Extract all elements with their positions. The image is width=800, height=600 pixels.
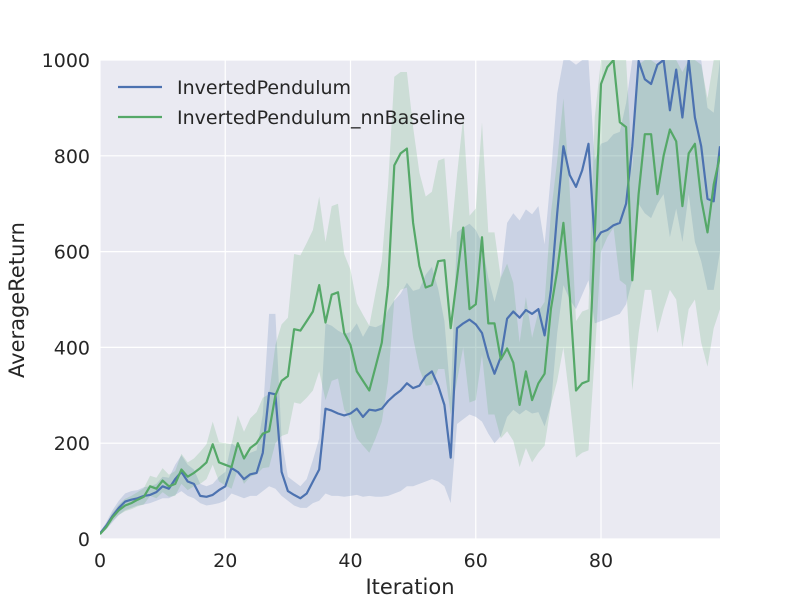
y-tick-labels: 0 200 400 600 800 1000 <box>42 50 90 551</box>
legend-label-invertedpendulum: InvertedPendulum <box>177 77 351 99</box>
x-tick-label: 60 <box>464 550 488 572</box>
y-tick-label: 600 <box>54 242 90 264</box>
y-tick-label: 1000 <box>42 50 90 72</box>
y-tick-label: 200 <box>54 433 90 455</box>
x-tick-labels: 0 20 40 60 80 <box>94 550 613 572</box>
plot-background <box>100 60 720 539</box>
y-axis-label: AverageReturn <box>5 222 29 378</box>
legend-label-invertedpendulum-nnbaseline: InvertedPendulum_nnBaseline <box>177 107 465 129</box>
series-line-invertedpendulum <box>100 60 720 534</box>
y-tick-label: 0 <box>78 529 90 551</box>
confidence-bands <box>100 60 720 536</box>
series-line-invertedpendulum-nnbaseline <box>100 60 720 535</box>
grid-lines <box>99 59 720 540</box>
x-tick-label: 20 <box>213 550 237 572</box>
x-axis-label: Iteration <box>365 575 454 599</box>
y-tick-label: 800 <box>54 146 90 168</box>
x-tick-label: 80 <box>589 550 613 572</box>
y-tick-label: 400 <box>54 337 90 359</box>
band-invertedpendulum-nnbaseline <box>100 60 720 536</box>
x-tick-label: 0 <box>94 550 106 572</box>
band-invertedpendulum <box>100 60 720 535</box>
series-lines <box>100 60 720 535</box>
legend: InvertedPendulum InvertedPendulum_nnBase… <box>118 77 465 129</box>
x-tick-label: 40 <box>338 550 362 572</box>
